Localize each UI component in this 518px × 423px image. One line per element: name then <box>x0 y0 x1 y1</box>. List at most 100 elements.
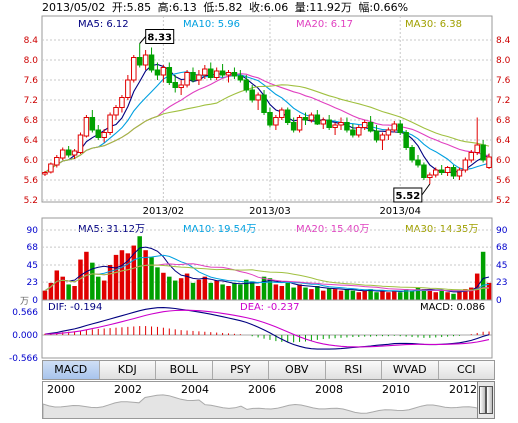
price-ytick-right: 8.4 <box>496 36 511 46</box>
price-ytick-right: 7.6 <box>496 76 511 86</box>
volume-bar <box>48 282 54 300</box>
volume-bar <box>226 286 231 300</box>
volume-bar <box>303 287 308 300</box>
range-handle-right[interactable] <box>486 386 493 414</box>
candle-body <box>255 94 261 101</box>
price-ma20-label: MA20: 6.17 <box>296 19 354 30</box>
timeline-year: 2002 <box>114 383 142 396</box>
annotation-leader <box>139 36 147 44</box>
annotation-text: 5.52 <box>395 191 420 202</box>
vol-ma30-line <box>44 264 490 292</box>
candle-body <box>77 134 84 153</box>
candle-body <box>326 119 332 128</box>
volume-bar <box>249 281 255 300</box>
candle-body <box>213 70 220 78</box>
tab-kdj[interactable]: KDJ <box>100 361 156 379</box>
volume-bar <box>297 284 302 300</box>
candle-body <box>421 164 427 178</box>
info-open: 开:5.85 <box>111 1 152 14</box>
price-ytick-right: 6.0 <box>496 156 511 166</box>
candle-body <box>486 156 492 168</box>
range-handle-left[interactable] <box>479 386 486 414</box>
candle-body <box>65 149 72 156</box>
info-date: 2013/05/02 <box>42 1 106 14</box>
candle-body <box>391 123 398 131</box>
volume-bar <box>54 270 60 300</box>
macd-ytick: 0.000 <box>12 331 38 341</box>
candle-body <box>279 109 285 118</box>
candle-body <box>480 144 486 161</box>
candle-body <box>338 122 344 126</box>
candle-body <box>320 119 326 125</box>
vol-ma20-label: MA20: 15.40万 <box>296 224 370 235</box>
candle-body <box>403 132 409 148</box>
volume-bar <box>457 290 462 300</box>
volume-bar <box>220 284 225 300</box>
annotation-box <box>145 29 175 44</box>
dif-line <box>44 307 490 350</box>
candle-body <box>208 68 214 78</box>
candle-body <box>131 57 137 81</box>
candle-body <box>273 117 279 126</box>
candle-body <box>42 172 48 175</box>
tab-wvad[interactable]: WVAD <box>382 361 439 379</box>
volume-bar <box>137 236 142 300</box>
volume-ytick-left: 90 <box>27 226 39 236</box>
candle-body <box>379 134 386 141</box>
tab-cci[interactable]: CCI <box>456 363 476 376</box>
candle-body <box>101 132 107 138</box>
volume-ytick-right: 68 <box>496 243 508 253</box>
volume-bar <box>190 282 196 300</box>
tab-rsi[interactable]: RSI <box>326 361 382 379</box>
timeline-navigator[interactable]: 2000 2002 2004 2006 2008 2010 2012 <box>42 381 495 419</box>
candle-body <box>350 129 356 136</box>
range-slider[interactable] <box>477 381 495 419</box>
candle-body <box>284 109 291 123</box>
price-ytick-right: 6.8 <box>496 116 511 126</box>
tab-boll[interactable]: BOLL <box>156 361 213 379</box>
macd-panel-frame <box>41 299 493 359</box>
candle-body <box>202 68 208 76</box>
volume-bar <box>84 251 89 300</box>
tab-psy[interactable]: PSY <box>213 361 269 379</box>
volume-bar <box>113 254 119 300</box>
volume-bar <box>267 278 273 300</box>
candle-body <box>456 169 463 177</box>
candle-body <box>71 150 78 156</box>
candle-body <box>142 54 149 66</box>
volume-bar <box>397 292 403 300</box>
volume-bar <box>196 279 202 300</box>
vol-ma10-line <box>44 254 490 292</box>
candle-body <box>196 74 202 81</box>
volume-bar <box>42 290 48 300</box>
price-ytick-right: 5.6 <box>496 176 511 186</box>
volume-bar <box>172 280 178 300</box>
annotation-text: 8.33 <box>147 33 172 44</box>
candle-body <box>332 124 338 128</box>
candle-body <box>468 152 475 161</box>
volume-bar <box>214 280 219 300</box>
candle-body <box>231 72 238 77</box>
candle-body <box>59 149 66 159</box>
candle-body <box>385 129 392 136</box>
volume-bar <box>344 289 350 300</box>
volume-bar <box>409 290 415 300</box>
volume-bar <box>119 250 125 300</box>
price-ytick-left: 7.6 <box>24 76 39 86</box>
tab-macd[interactable]: MACD <box>43 361 100 379</box>
volume-bar <box>96 276 101 300</box>
candle-body <box>107 114 113 133</box>
candle-body <box>243 79 250 91</box>
volume-bar <box>244 279 249 300</box>
price-xtick: 2013/04 <box>379 206 421 217</box>
timeline-year: 2008 <box>315 383 343 396</box>
tab-obv[interactable]: OBV <box>269 361 326 379</box>
price-ytick-left: 5.2 <box>24 196 38 206</box>
volume-bar <box>480 251 486 300</box>
volume-bar <box>202 276 208 300</box>
volume-bar <box>208 282 213 300</box>
candle-body <box>367 122 374 132</box>
candle-body <box>119 97 125 108</box>
volume-bar <box>321 290 326 300</box>
volume-bar <box>255 286 261 300</box>
